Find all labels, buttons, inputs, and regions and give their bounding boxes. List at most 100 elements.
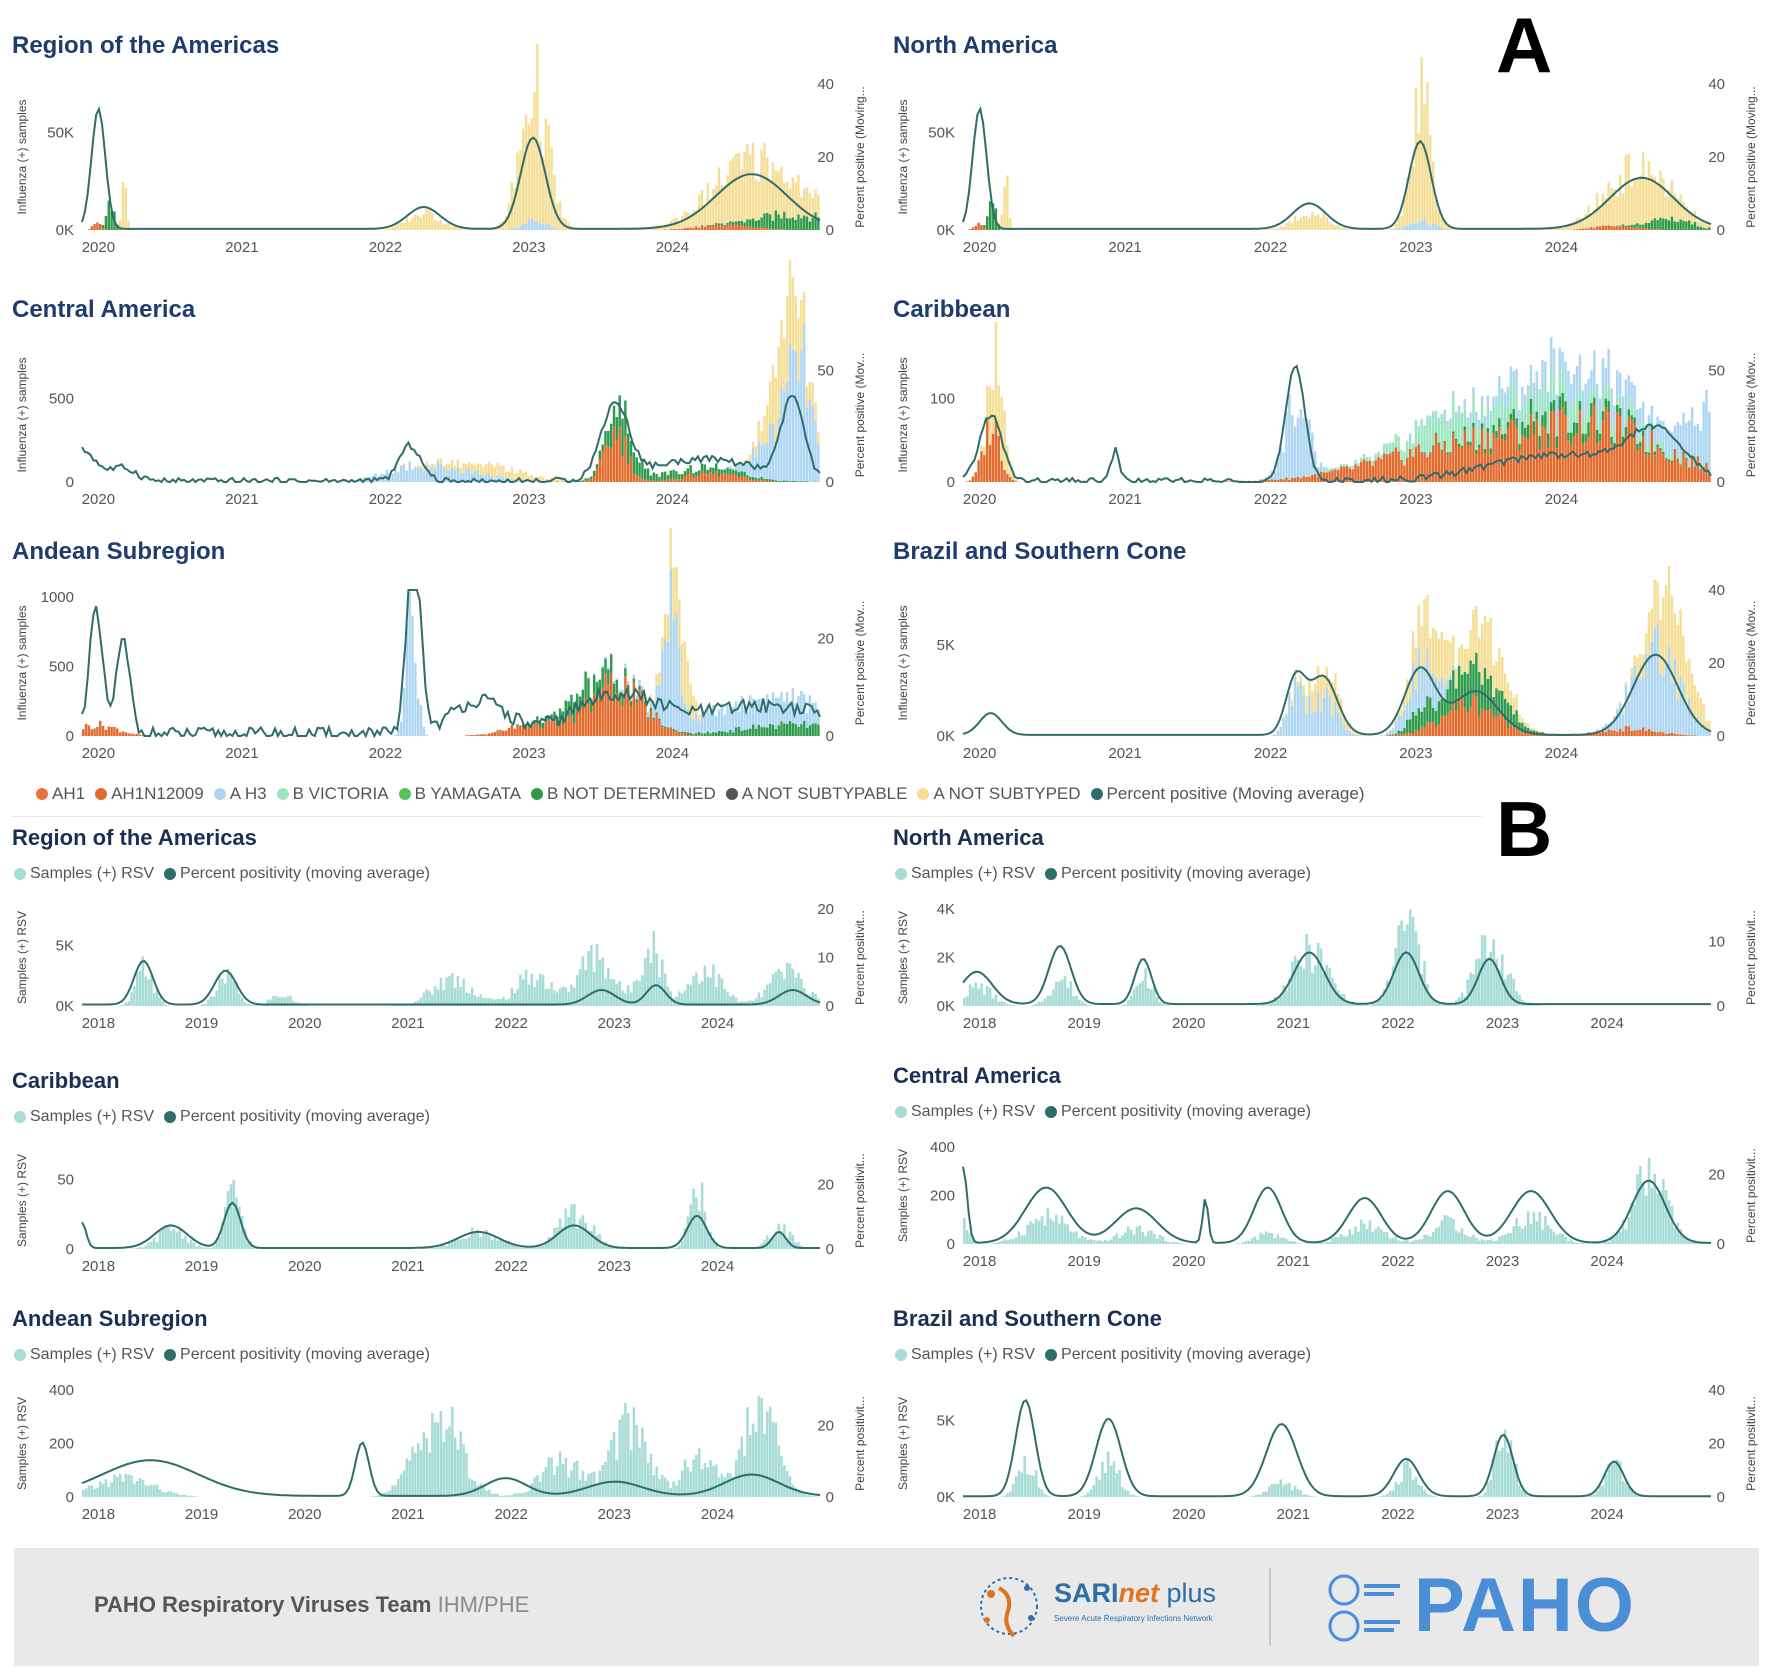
rsv-bar — [1129, 1494, 1133, 1497]
bar-segment — [1633, 665, 1636, 731]
bar-segment — [965, 481, 969, 482]
bar-segment — [1006, 175, 1009, 230]
bar-segment — [1618, 175, 1622, 226]
rsv-bar — [1377, 1226, 1380, 1244]
bar-segment — [1630, 382, 1633, 409]
bar-segment — [740, 730, 743, 736]
rsv-bar — [556, 1466, 559, 1497]
rsv-bar — [416, 1000, 420, 1006]
bar-segment — [1549, 337, 1553, 370]
rsv-bar — [476, 1485, 480, 1497]
bar-segment — [408, 461, 411, 482]
bar-segment — [1690, 224, 1694, 230]
rsv-bar — [1601, 1242, 1605, 1244]
bar-segment — [411, 217, 414, 230]
bar-segment — [1518, 730, 1521, 736]
x-tick-label: 2020 — [1172, 1015, 1205, 1032]
rsv-bar — [442, 1244, 446, 1249]
bar-segment — [678, 474, 681, 480]
bar-segment — [1687, 220, 1691, 230]
rsv-legend-label: Percent positivity (moving average) — [1061, 1346, 1311, 1363]
bar-segment — [649, 480, 653, 482]
rsv-bar — [1630, 1202, 1634, 1244]
rsv-bar — [621, 1414, 624, 1497]
bar-segment — [1659, 447, 1662, 450]
bar-segment — [1604, 225, 1608, 230]
rsv-bar — [530, 1483, 534, 1497]
sarinet-name: SARInet plus — [1054, 1578, 1216, 1609]
bar-segment — [1670, 462, 1674, 482]
bar-segment — [794, 724, 797, 736]
bar-segment — [997, 385, 1000, 436]
bar-segment — [1227, 481, 1231, 482]
rsv-bar — [448, 1241, 451, 1249]
bar-segment — [1385, 444, 1389, 455]
bar-segment — [1575, 229, 1579, 230]
rsv-bar — [1135, 1496, 1139, 1497]
bar-segment — [1299, 409, 1303, 478]
bar-segment — [1641, 419, 1645, 431]
bar-segment — [703, 473, 707, 482]
rsv-bar — [1659, 1190, 1662, 1244]
bar-segment — [558, 201, 562, 230]
influenza-legend: AH1 AH1N12009 A H3 B VICTORIA B YAMAGATA B NO… — [36, 784, 1365, 804]
rsv-legend-label: Samples (+) RSV — [911, 865, 1036, 882]
bar-segment — [1696, 423, 1700, 455]
bar-segment — [740, 225, 743, 230]
bar-segment — [1437, 701, 1441, 725]
bar-segment — [1414, 647, 1418, 690]
bar-segment — [1411, 222, 1415, 230]
bar-segment — [445, 223, 448, 230]
bar-segment — [116, 224, 119, 230]
rsv-bar — [706, 1230, 709, 1249]
bar-segment — [1345, 729, 1349, 736]
rsv-bar — [1129, 995, 1133, 1006]
bar-segment — [1690, 455, 1694, 456]
bar-segment — [678, 732, 681, 734]
rsv-bar — [1046, 1495, 1050, 1497]
rsv-bar — [150, 1241, 153, 1249]
bar-segment — [1434, 413, 1438, 433]
bar-segment — [746, 729, 749, 736]
bar-segment — [1385, 733, 1389, 736]
rsv-bar — [1538, 1211, 1541, 1244]
bar-segment — [1708, 223, 1711, 228]
x-tick-label: 2020 — [288, 1258, 321, 1275]
rsv-bar — [453, 1437, 457, 1497]
bar-segment — [1598, 732, 1602, 736]
bar-segment — [1613, 405, 1616, 432]
bar-segment — [1406, 178, 1409, 226]
x-tick-label: 2024 — [1545, 239, 1578, 256]
rsv-bar — [1616, 1459, 1619, 1497]
bar-segment — [124, 732, 128, 736]
bar-segment — [1664, 664, 1668, 734]
bar-segment — [1394, 733, 1398, 735]
rsv-bar — [1388, 1238, 1392, 1244]
bar-segment — [1400, 734, 1403, 736]
bar-segment — [709, 200, 712, 225]
bar-segment — [808, 725, 812, 736]
rsv-bar — [1313, 1243, 1317, 1244]
rsv-bar — [794, 1487, 797, 1497]
x-tick-label: 2019 — [185, 1258, 218, 1275]
bar-segment — [1610, 187, 1613, 226]
bar-segment — [1403, 728, 1406, 734]
bar-segment — [1270, 479, 1274, 482]
bar-segment — [1621, 714, 1625, 732]
rsv-bar — [1014, 1005, 1018, 1006]
rsv-bar — [1124, 1004, 1127, 1006]
bar-segment — [1400, 459, 1403, 482]
rsv-bar — [618, 1248, 622, 1249]
bar-segment — [817, 724, 820, 736]
bar-segment — [1290, 415, 1294, 478]
bar-segment — [493, 478, 497, 482]
bar-segment — [1460, 674, 1464, 699]
bar-segment — [1705, 460, 1708, 463]
bar-segment — [1503, 673, 1507, 699]
bar-segment — [411, 469, 414, 471]
x-tick-label: 2021 — [1277, 1015, 1310, 1032]
bar-segment — [1305, 418, 1308, 477]
bar-segment — [780, 721, 783, 736]
bar-segment — [723, 469, 726, 473]
bar-segment — [1673, 443, 1677, 449]
